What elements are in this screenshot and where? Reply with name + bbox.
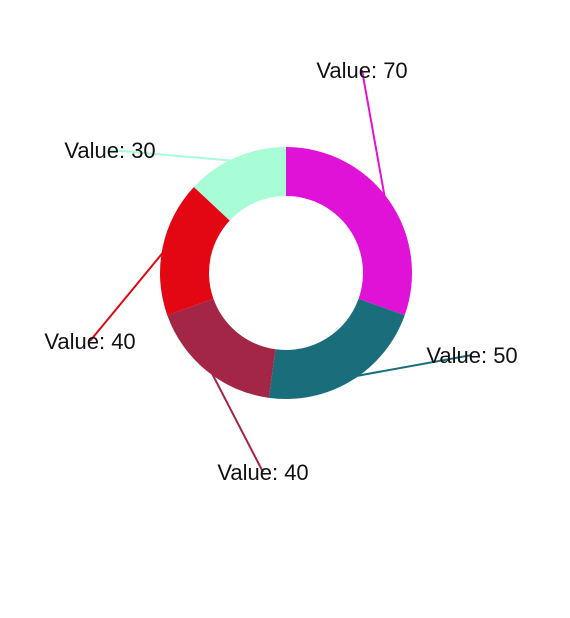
slice-label-4: Value: 40: [44, 329, 135, 354]
leader-lines-layer: [89, 69, 473, 473]
donut-slice-2: [268, 298, 405, 399]
slice-label-2: Value: 50: [426, 343, 517, 368]
slices-layer: [160, 147, 412, 399]
slice-label-1: Value: 70: [316, 58, 407, 83]
leader-line-5: [109, 149, 238, 163]
labels-layer: Value: 70 Value: 50 Value: 40 Value: 40 Valu…: [44, 58, 517, 485]
donut-slice-4: [160, 186, 230, 316]
donut-slice-1: [286, 147, 412, 316]
leader-line-4: [89, 247, 168, 342]
leader-line-2: [349, 354, 473, 379]
donut-slice-3: [167, 298, 276, 398]
slice-label-3: Value: 40: [217, 460, 308, 485]
leader-line-1: [361, 69, 387, 203]
donut-slice-5: [193, 147, 286, 221]
slice-label-5: Value: 30: [64, 138, 155, 163]
leader-line-3: [208, 367, 264, 473]
